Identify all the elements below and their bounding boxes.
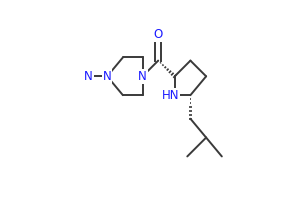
Text: N: N (84, 70, 93, 83)
Text: O: O (153, 28, 163, 41)
Text: N: N (103, 70, 111, 83)
Text: N: N (138, 70, 147, 83)
Text: HN: HN (162, 89, 179, 102)
